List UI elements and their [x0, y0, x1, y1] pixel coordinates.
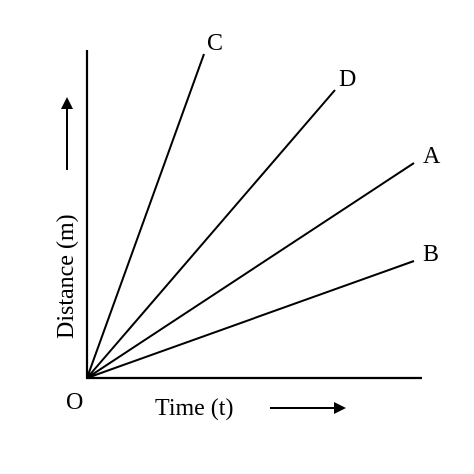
series-label-c: C: [207, 30, 223, 56]
series-label-b: B: [423, 241, 439, 267]
series-label-d: D: [339, 66, 356, 92]
series-line-d: [86, 89, 336, 379]
y-direction-arrow-icon: [61, 97, 73, 170]
series-line-c: [86, 53, 205, 379]
origin-label: O: [66, 389, 83, 415]
x-axis-label: Time (t): [155, 395, 233, 421]
x-direction-arrow-icon: [270, 402, 346, 414]
y-axis-label: Distance (m): [53, 214, 79, 339]
series-layer: C D A B: [86, 30, 441, 379]
series-line-a: [86, 162, 415, 379]
series-label-a: A: [423, 143, 441, 169]
series-line-b: [86, 260, 415, 379]
